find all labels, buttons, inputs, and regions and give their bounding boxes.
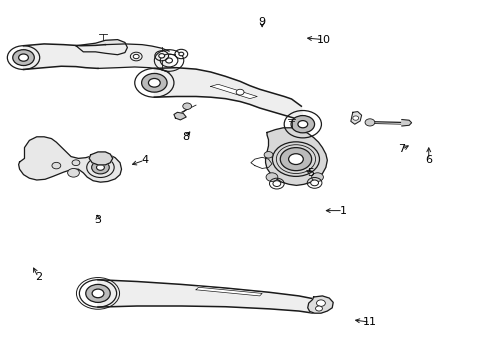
Polygon shape [89, 152, 113, 165]
Text: 9: 9 [259, 17, 266, 27]
Text: 5: 5 [308, 168, 315, 178]
Circle shape [52, 162, 61, 169]
Circle shape [179, 52, 184, 56]
Polygon shape [351, 112, 362, 124]
Circle shape [166, 58, 172, 63]
Circle shape [98, 157, 103, 160]
Circle shape [68, 168, 79, 177]
Text: 7: 7 [398, 144, 405, 154]
Text: 3: 3 [95, 215, 101, 225]
Text: 8: 8 [183, 132, 190, 142]
Circle shape [317, 300, 325, 306]
Polygon shape [98, 280, 314, 313]
Circle shape [236, 89, 244, 95]
Circle shape [142, 73, 167, 92]
Circle shape [264, 152, 273, 158]
Polygon shape [402, 120, 412, 126]
Circle shape [148, 78, 160, 87]
Polygon shape [19, 137, 122, 182]
Polygon shape [266, 128, 327, 185]
Circle shape [311, 180, 319, 186]
Text: 11: 11 [363, 317, 377, 327]
Text: 1: 1 [340, 206, 346, 216]
Circle shape [298, 121, 308, 128]
Circle shape [133, 54, 139, 59]
Circle shape [92, 161, 109, 174]
Polygon shape [24, 44, 169, 72]
Polygon shape [154, 68, 303, 122]
Circle shape [312, 173, 323, 181]
Circle shape [316, 306, 322, 311]
Polygon shape [174, 112, 186, 120]
Circle shape [19, 54, 28, 61]
Circle shape [13, 50, 34, 66]
Circle shape [86, 284, 110, 302]
Polygon shape [211, 84, 257, 99]
Polygon shape [196, 287, 262, 296]
Circle shape [266, 173, 278, 181]
Polygon shape [308, 296, 333, 313]
Circle shape [159, 54, 165, 58]
Polygon shape [76, 40, 127, 55]
Circle shape [183, 103, 192, 109]
Circle shape [291, 116, 315, 133]
Circle shape [280, 148, 312, 171]
Text: 4: 4 [141, 155, 148, 165]
Text: 2: 2 [35, 272, 42, 282]
Text: 6: 6 [425, 155, 432, 165]
Circle shape [365, 119, 375, 126]
Circle shape [289, 154, 303, 165]
Circle shape [92, 289, 104, 298]
Text: 10: 10 [317, 35, 330, 45]
Circle shape [353, 116, 359, 120]
Circle shape [273, 181, 281, 186]
Circle shape [97, 165, 104, 170]
Circle shape [72, 160, 80, 166]
